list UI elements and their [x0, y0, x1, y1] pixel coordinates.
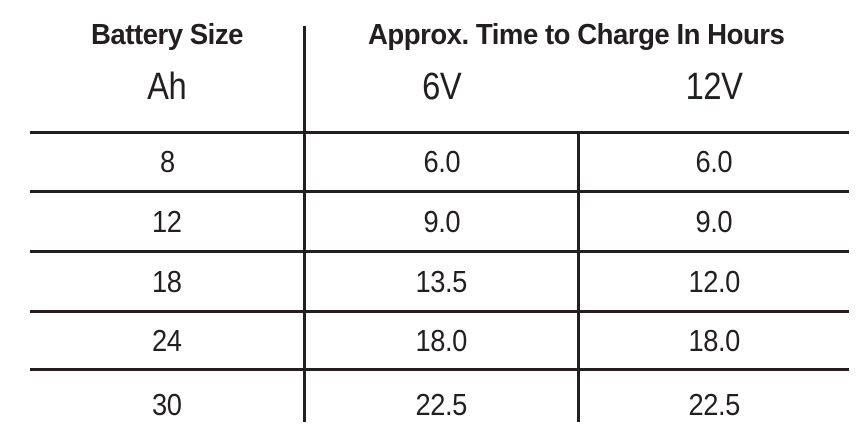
- cell-ah-value: 8: [159, 144, 175, 179]
- cell-ah-value: 24: [152, 322, 182, 358]
- cell-ah: 30: [30, 371, 304, 439]
- subheader-12v: 12V: [579, 60, 849, 114]
- subheader-ah: Ah: [30, 60, 304, 114]
- header-charge-time: Approx. Time to Charge In Hours: [304, 10, 849, 60]
- cell-6v-value: 6.0: [423, 144, 460, 179]
- table-row: 30 22.5 22.5: [30, 371, 849, 439]
- cell-12v: 6.0: [579, 134, 849, 190]
- column-divider-6v-12v: [577, 132, 580, 422]
- cell-6v-value: 22.5: [415, 387, 468, 422]
- header-battery-size: Battery Size: [30, 10, 304, 60]
- table-row: 8 6.0 6.0: [30, 134, 849, 190]
- cell-12v-value: 12.0: [688, 263, 740, 299]
- header-charge-time-label: Approx. Time to Charge In Hours: [368, 18, 785, 51]
- cell-6v-value: 13.5: [415, 263, 468, 299]
- table-subheader-row: Ah 6V 12V: [30, 60, 849, 114]
- subheader-ah-label: Ah: [147, 65, 187, 108]
- cell-12v-value: 6.0: [695, 144, 733, 179]
- cell-6v: 13.5: [304, 253, 579, 310]
- cell-ah: 18: [30, 253, 304, 310]
- cell-ah-value: 12: [152, 203, 182, 239]
- cell-12v-value: 18.0: [688, 322, 740, 358]
- table-row: 18 13.5 12.0: [30, 253, 849, 310]
- cell-12v: 9.0: [579, 193, 849, 250]
- cell-12v: 12.0: [579, 253, 849, 310]
- table-header-row: Battery Size Approx. Time to Charge In H…: [30, 10, 849, 60]
- row-divider-line: [30, 368, 849, 371]
- header-battery-size-label: Battery Size: [90, 18, 243, 51]
- cell-6v-value: 18.0: [415, 322, 468, 358]
- cell-12v: 18.0: [579, 313, 849, 368]
- row-divider-line: [30, 131, 849, 134]
- cell-6v: 18.0: [304, 313, 579, 368]
- cell-ah-value: 18: [152, 263, 182, 299]
- cell-6v: 9.0: [304, 193, 579, 250]
- cell-6v: 22.5: [304, 371, 579, 439]
- cell-ah-value: 30: [152, 387, 182, 422]
- column-divider-main: [303, 26, 306, 422]
- cell-12v: 22.5: [579, 371, 849, 439]
- cell-12v-value: 22.5: [688, 387, 740, 422]
- cell-6v: 6.0: [304, 134, 579, 190]
- subheader-6v: 6V: [304, 60, 579, 114]
- table-row: 12 9.0 9.0: [30, 193, 849, 250]
- cell-ah: 24: [30, 313, 304, 368]
- cell-6v-value: 9.0: [423, 203, 460, 239]
- row-divider-line: [30, 190, 849, 193]
- subheader-6v-label: 6V: [421, 65, 462, 108]
- subheader-12v-label: 12V: [685, 65, 743, 108]
- row-divider-line: [30, 310, 849, 313]
- cell-ah: 12: [30, 193, 304, 250]
- row-divider-line: [30, 250, 849, 253]
- table-row: 24 18.0 18.0: [30, 313, 849, 368]
- cell-ah: 8: [30, 134, 304, 190]
- cell-12v-value: 9.0: [695, 203, 733, 239]
